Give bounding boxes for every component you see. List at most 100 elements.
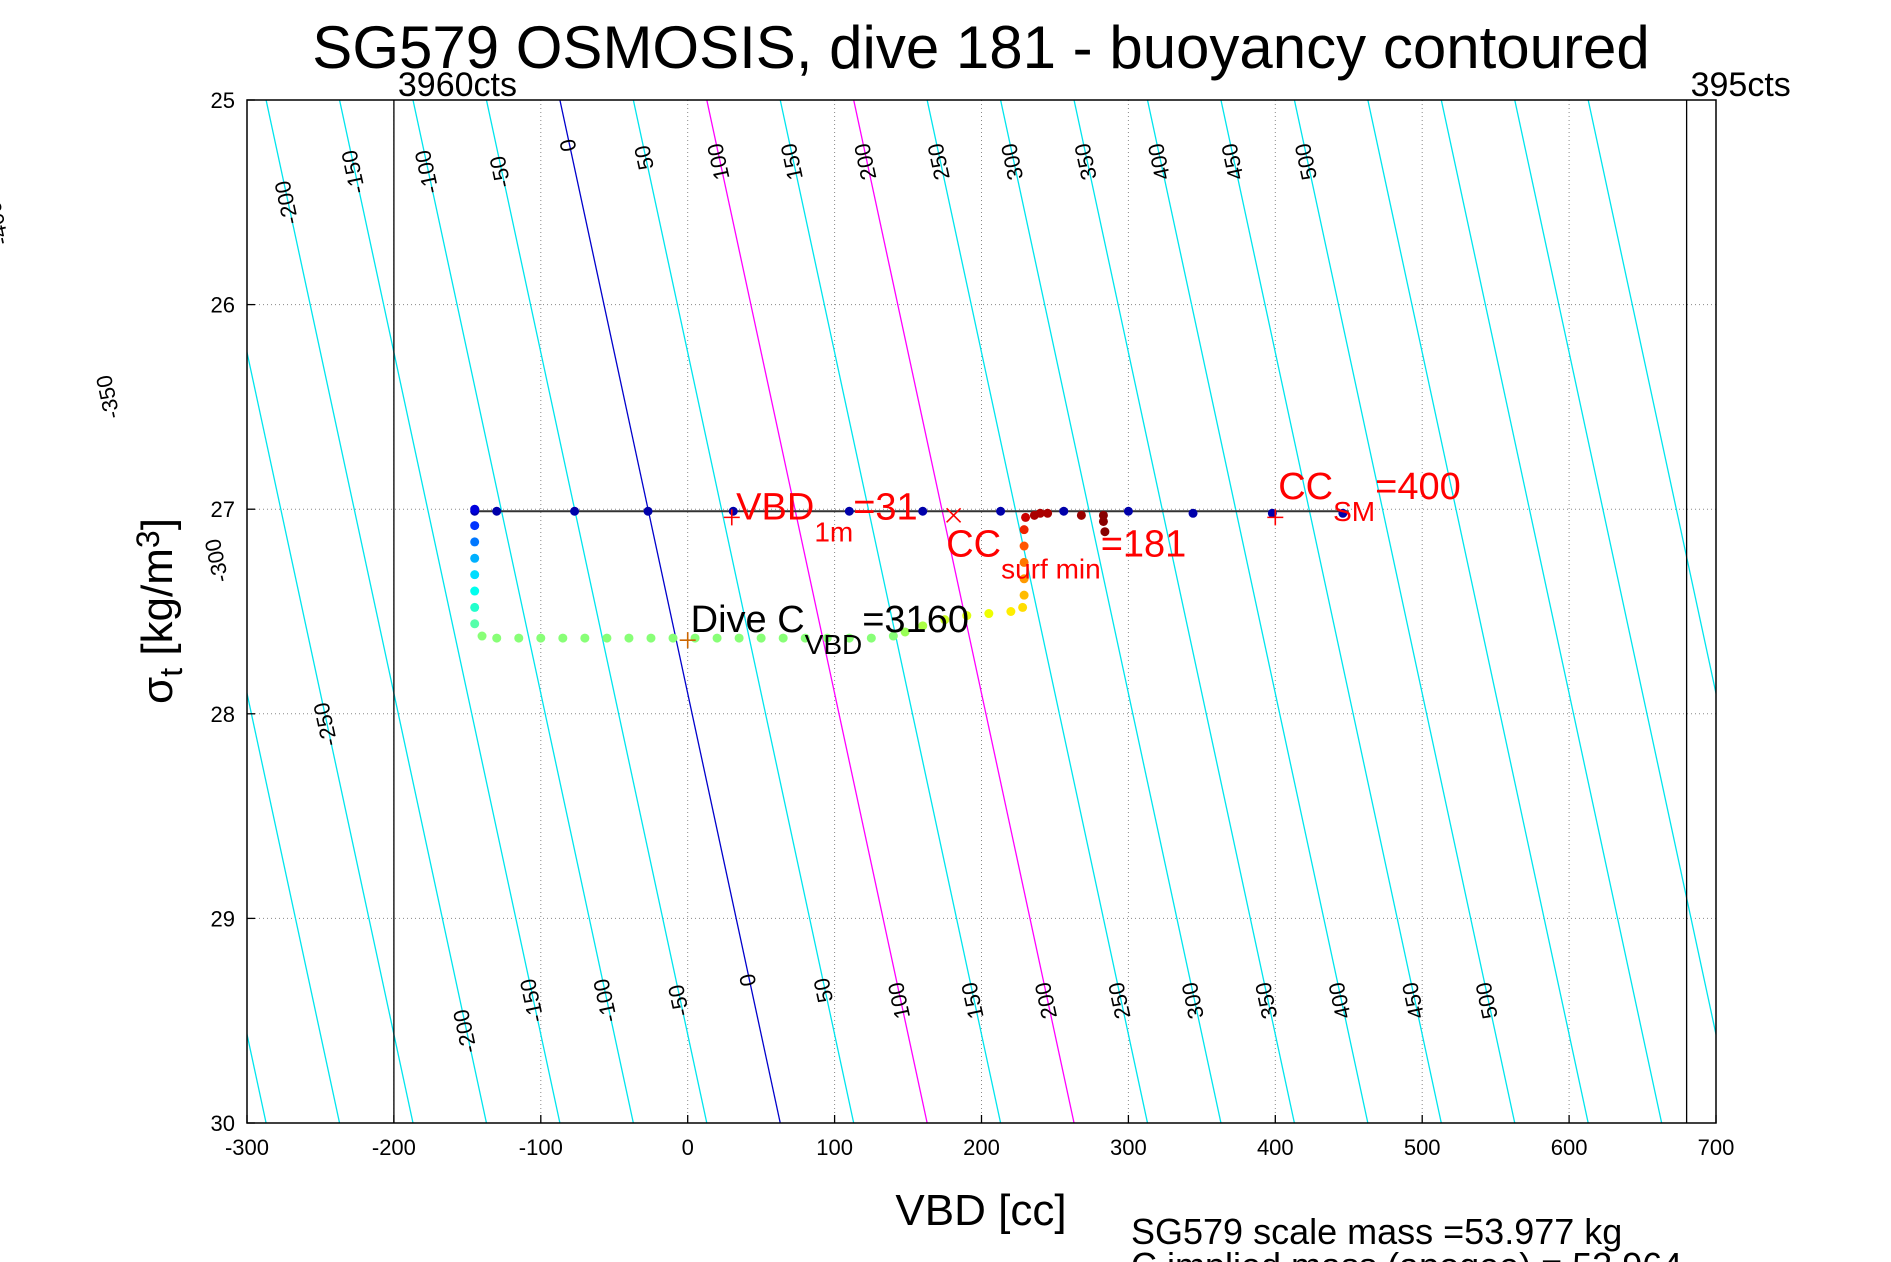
x-axis-label: VBD [cc] <box>895 1186 1066 1235</box>
contour-line <box>485 100 708 1123</box>
annotation-sub: SM <box>1333 496 1375 527</box>
contour-line <box>779 100 1002 1123</box>
data-point <box>477 631 487 641</box>
contour-label: 350 <box>1250 980 1282 1021</box>
x-tick-label: 200 <box>963 1135 1000 1160</box>
plus-marker <box>723 509 740 526</box>
data-point <box>1019 590 1029 600</box>
annotation: Dive CVBD=3160 <box>691 599 969 660</box>
reference-vertical-lines: 3960cts 395cts <box>393 66 1791 1123</box>
data-point <box>756 633 766 643</box>
data-point <box>492 506 502 516</box>
contour-label: 200 <box>849 141 881 182</box>
data-point <box>624 633 634 643</box>
data-point <box>668 633 678 643</box>
contour-label: 450 <box>1216 141 1248 182</box>
data-point <box>962 611 972 621</box>
data-point <box>1043 508 1053 518</box>
data-point <box>984 609 994 619</box>
data-point <box>1006 607 1016 616</box>
contour-label: -300 <box>200 537 234 585</box>
annotation-main: VBD <box>736 486 814 528</box>
data-point <box>1019 525 1029 535</box>
data-point <box>918 506 928 516</box>
data-point <box>643 506 653 516</box>
data-point <box>492 633 502 643</box>
contour-line <box>1146 100 1369 1123</box>
contour-label: -50 <box>663 982 694 1018</box>
y-tick-label: 27 <box>211 497 235 522</box>
data-point <box>866 633 876 643</box>
annotation: VBD1m=31 <box>736 486 918 547</box>
x-marker <box>946 507 962 523</box>
data-point <box>1100 527 1110 537</box>
grid-lines <box>247 100 1716 1123</box>
contour-line <box>999 100 1222 1123</box>
data-point <box>1076 510 1086 520</box>
plus-marker <box>1267 509 1284 526</box>
contour-label: 50 <box>629 143 659 172</box>
contour-line <box>1514 100 1716 1038</box>
data-point <box>1021 512 1031 522</box>
x-tick-label: -300 <box>225 1135 269 1160</box>
data-point <box>940 615 950 625</box>
annotation: CCsurf min=181 <box>946 523 1186 584</box>
contour-line <box>0 100 46 1123</box>
x-tick-label: -200 <box>372 1135 416 1160</box>
data-point <box>470 504 480 514</box>
contour-line <box>706 100 928 1123</box>
contour-line <box>265 100 488 1123</box>
contour-line <box>559 100 781 1123</box>
reference-markers <box>679 507 1284 649</box>
x-tick-label: 100 <box>816 1135 853 1160</box>
contour-line <box>1220 100 1442 1123</box>
contour-line <box>926 100 1149 1123</box>
y-tick-label: 30 <box>211 1111 235 1136</box>
contour-label: 400 <box>1324 980 1356 1021</box>
data-point <box>800 633 810 643</box>
contour-line <box>1293 100 1516 1123</box>
data-point <box>1019 541 1029 551</box>
contour-label: 300 <box>996 141 1028 182</box>
data-point <box>470 521 480 531</box>
contour-label: -200 <box>448 1007 482 1055</box>
contour-label: 0 <box>554 137 581 154</box>
plus-marker <box>679 632 696 649</box>
data-point <box>558 633 568 643</box>
contour-line <box>1073 100 1296 1123</box>
contour-line <box>338 100 561 1123</box>
contour-label: 250 <box>1103 980 1135 1021</box>
contour-label: 300 <box>1177 980 1209 1021</box>
data-point <box>1338 508 1348 518</box>
data-point <box>470 537 480 547</box>
data-point <box>734 633 744 643</box>
y-axis-label: σt [kg/m3] <box>130 518 188 704</box>
contour-label: 0 <box>734 972 761 989</box>
data-point <box>602 633 612 643</box>
data-point <box>470 553 480 563</box>
annotation-main: CC <box>1278 466 1333 508</box>
contour-label: -150 <box>336 148 370 196</box>
x-tick-label: 500 <box>1404 1135 1441 1160</box>
contour-label: 400 <box>1143 141 1175 182</box>
contour-label: -200 <box>270 178 304 226</box>
footer-scale-mass: SG579 scale mass =53.977 kg <box>1131 1211 1622 1252</box>
contour-line <box>247 349 414 1123</box>
data-point <box>646 633 656 643</box>
contour-label: 100 <box>702 141 734 182</box>
contour-line <box>632 100 855 1123</box>
y-tick-label: 28 <box>211 702 235 727</box>
contour-label: 150 <box>956 980 988 1021</box>
annotation-value: =400 <box>1375 466 1461 508</box>
data-point <box>1059 506 1069 516</box>
vertical-line-label: 3960cts <box>398 66 517 104</box>
y-axis-ticks: 25 26 27 28 29 30 <box>211 88 255 1136</box>
contour-label: -150 <box>515 976 549 1024</box>
data-point <box>1019 574 1029 584</box>
contour-label: 150 <box>776 141 808 182</box>
x-tick-label: 300 <box>1110 1135 1147 1160</box>
annotation-sub: 1m <box>814 516 853 547</box>
contour-label: 450 <box>1397 980 1429 1021</box>
data-point <box>822 633 832 643</box>
